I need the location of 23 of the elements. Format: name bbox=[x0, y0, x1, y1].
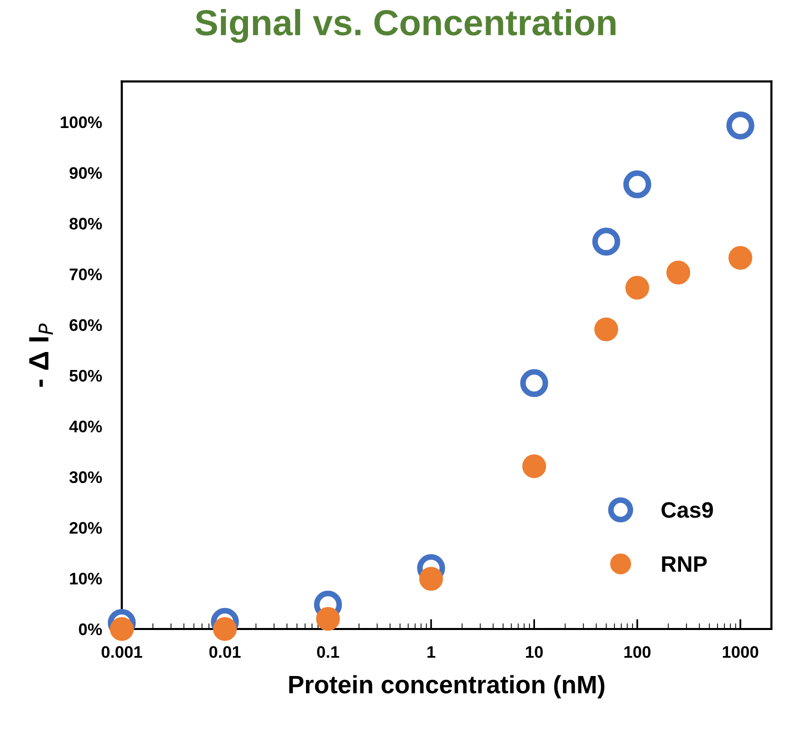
y-tick-label: 10% bbox=[70, 572, 102, 584]
y-tick-label: 90% bbox=[70, 167, 102, 179]
y-tick-label: 60% bbox=[70, 319, 102, 331]
legend-label: Cas9 bbox=[662, 502, 713, 518]
x-tick-label: 1 bbox=[428, 646, 436, 658]
y-tick-label: 20% bbox=[70, 522, 102, 534]
legend-label: RNP bbox=[662, 556, 707, 572]
x-axis-title: Protein concentration (nM) bbox=[289, 675, 604, 698]
x-tick-label: 0.1 bbox=[317, 646, 340, 658]
y-tick-label: 70% bbox=[70, 268, 102, 280]
y-tick-label: 100% bbox=[60, 116, 102, 128]
y-tick-label: 80% bbox=[70, 218, 102, 230]
chart-title: Signal vs. Concentration bbox=[195, 8, 616, 43]
y-axis-title: - Δ I$_{P}$ bbox=[29, 324, 53, 387]
y-tick-label: 0% bbox=[78, 623, 102, 636]
x-tick-label: 0.001 bbox=[102, 646, 142, 658]
x-tick-label: 1000 bbox=[722, 646, 758, 658]
x-tick-label: 10 bbox=[526, 646, 543, 658]
x-tick-label: 100 bbox=[624, 646, 650, 658]
x-tick-label: 0.01 bbox=[209, 646, 241, 658]
y-tick-label: 40% bbox=[69, 420, 102, 432]
y-tick-label: 30% bbox=[69, 471, 102, 484]
y-tick-label: 50% bbox=[70, 370, 102, 382]
